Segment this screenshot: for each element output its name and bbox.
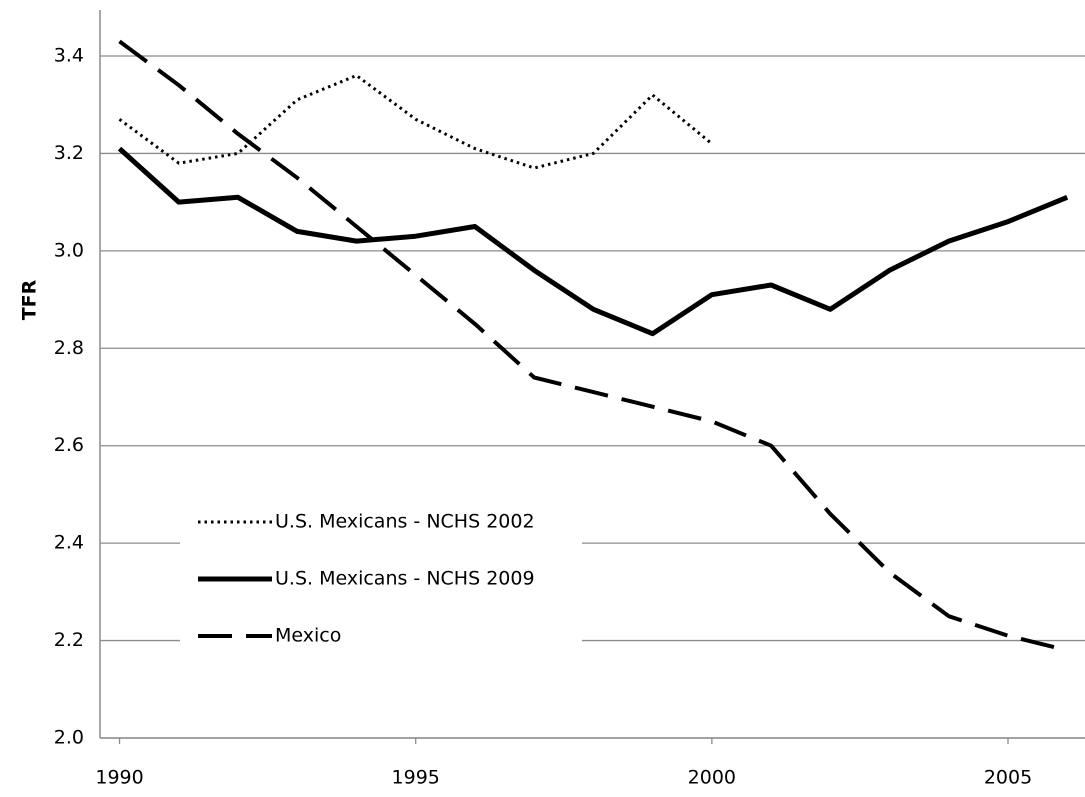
legend-box (180, 490, 582, 662)
legend-label: Mexico (275, 625, 341, 647)
x-tick-label: 1990 (95, 767, 143, 789)
legend-label: U.S. Mexicans - NCHS 2009 (275, 568, 535, 590)
series-line (118, 74, 713, 170)
x-tick-label: 2005 (984, 767, 1032, 789)
y-axis-title: TFR (19, 279, 41, 320)
y-tick-label: 3.4 (54, 45, 84, 67)
series-line (118, 39, 1068, 653)
y-tick-label: 3.2 (54, 142, 84, 164)
y-tick-label: 3.0 (54, 239, 84, 261)
y-tick-label: 2.4 (54, 532, 84, 554)
legend: U.S. Mexicans - NCHS 2002 U.S. Mexicans -… (180, 490, 582, 662)
y-tick-label: 2.6 (54, 434, 84, 456)
legend-label: U.S. Mexicans - NCHS 2002 (275, 511, 535, 533)
y-tick-label: 2.2 (54, 629, 84, 651)
x-tick-label: 2000 (688, 767, 736, 789)
x-tick-label: 1995 (392, 767, 440, 789)
y-tick-label: 2.0 (54, 727, 84, 749)
series-line (117, 146, 1069, 337)
y-tick-label: 2.8 (54, 337, 84, 359)
